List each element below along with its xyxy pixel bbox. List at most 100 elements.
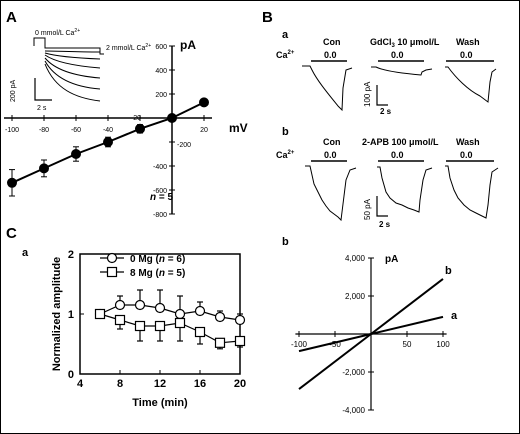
inset-label-0mmol: 0 mmol/L Ca2+ xyxy=(35,28,80,37)
x-tick-label-A: -100 xyxy=(5,127,19,134)
x-tick-label-Ca: 20 xyxy=(234,378,246,390)
x-tick-label-A: -60 xyxy=(71,127,81,134)
y-tick-label-Cb: -2,000 xyxy=(342,368,365,377)
cond3-Bb: Wash xyxy=(456,137,480,147)
cond2-Ba: GdCl3 10 μmol/L xyxy=(370,37,440,49)
ca-label-Bb: Ca2+ xyxy=(276,150,295,160)
cond2-val-Ba: 0.0 xyxy=(391,50,404,60)
origin-label-A: -20 xyxy=(131,115,141,122)
cond2-Bb: 2-APB 100 μmol/L xyxy=(362,137,439,147)
scale-x-Ba: 2 s xyxy=(380,107,392,116)
data-point-A xyxy=(71,149,81,159)
y-unit-A: pA xyxy=(180,38,196,52)
cond1-Bb: Con xyxy=(323,137,341,147)
x-tick-label-Ca: 8 xyxy=(117,378,123,390)
data-point-A xyxy=(135,123,145,134)
data-point-circle-Ca xyxy=(154,302,166,314)
legend-Ca: 0 Mg (n = 6) 8 Mg (n = 5) xyxy=(100,252,185,279)
data-point-A xyxy=(103,137,113,147)
data-point-square-Ca xyxy=(174,317,186,329)
data-point-circle-Ca xyxy=(174,308,186,320)
x-tick-label-A: 20 xyxy=(200,127,208,134)
cond1-val-Bb: 0.0 xyxy=(324,150,337,160)
data-point-circle-Ca xyxy=(114,299,126,311)
panel-label-Bb: b xyxy=(282,126,289,138)
x-tick-label-Cb: -100 xyxy=(291,340,308,349)
curve-label-b-Cb: b xyxy=(445,265,452,277)
y-tick-label-Ca: 0 xyxy=(68,369,74,381)
scale-bar-A xyxy=(34,78,52,101)
cond3-Ba: Wash xyxy=(456,37,480,47)
y-unit-Cb: pA xyxy=(385,254,398,265)
data-point-A xyxy=(199,97,209,108)
panel-label-Cb: b xyxy=(282,236,289,248)
panel-label-A: A xyxy=(6,9,17,26)
cond1-Ba: Con xyxy=(323,37,341,47)
data-point-circle-Ca xyxy=(214,311,226,323)
panel-label-Ca: a xyxy=(22,247,29,259)
traces-Bb xyxy=(305,165,499,222)
scale-y-A: 200 pA xyxy=(10,79,17,102)
y-tick-label-Cb: 2,000 xyxy=(345,292,366,301)
y-tick-label-Cb: 4,000 xyxy=(345,254,366,263)
x-tick-label-Ca: 16 xyxy=(194,378,206,390)
scale-bar-Ba xyxy=(376,85,388,106)
data-point-square-Ca xyxy=(234,335,246,347)
x-tick-label-Cb: 100 xyxy=(436,340,450,349)
legend-marker-0mg xyxy=(106,252,118,264)
scale-bar-Bb xyxy=(376,196,388,217)
legend-label-0mg: 0 Mg (n = 6) xyxy=(130,254,185,265)
curve-b-Cb xyxy=(298,278,444,390)
data-point-A xyxy=(39,163,49,174)
scale-x-A: 2 s xyxy=(37,105,47,112)
y-axis-label-Ca: Normalized amplitude xyxy=(51,257,63,371)
x-unit-A: mV xyxy=(229,121,248,135)
y-tick-label-A: -400 xyxy=(153,164,167,171)
legend-marker-8mg xyxy=(106,266,118,278)
scale-y-Bb: 50 pA xyxy=(363,198,372,220)
data-point-circle-Ca xyxy=(194,305,206,317)
scale-x-Bb: 2 s xyxy=(379,220,391,229)
iv-plot-Cb: 4,000 2,000 -2,000 -4,000 -100 -50 50 100 pA a b xyxy=(291,254,458,415)
data-point-circle-Ca xyxy=(234,314,246,326)
traces-Ba xyxy=(302,65,497,112)
y-tick-label-A: -600 xyxy=(153,188,167,195)
n-label-A: n = 5 xyxy=(150,192,174,203)
cond2-val-Bb: 0.0 xyxy=(391,150,404,160)
cond1-val-Ba: 0.0 xyxy=(324,50,337,60)
data-point-square-Ca xyxy=(154,320,166,332)
inset-label-2mmol: 2 mmol/L Ca2+ xyxy=(106,43,151,52)
panel-label-C: C xyxy=(6,225,17,242)
data-point-circle-Ca xyxy=(134,299,146,311)
data-point-square-Ca xyxy=(214,337,226,348)
inset-protocol xyxy=(33,37,104,55)
y-tick-label-A: -800 xyxy=(153,212,167,219)
ca-label-Ba: Ca2+ xyxy=(276,50,295,60)
inset-current-traces xyxy=(44,50,101,102)
data-point-square-Ca xyxy=(134,320,146,332)
scale-y-Ba: 100 pA xyxy=(363,81,372,107)
x-tick-label-A: -80 xyxy=(39,127,49,134)
x-tick-label-Ca: 12 xyxy=(154,378,166,390)
y-tick-label-A: 600 xyxy=(155,44,167,51)
x-tick-label-Ca: 4 xyxy=(77,378,84,390)
x-tick-label-Cb: 50 xyxy=(403,340,412,349)
y-tick-label-Ca: 2 xyxy=(68,249,74,261)
iv-plot-A: 600 400 200 -400 -600 -800 -100 -80 -60 -40 -20 20 xyxy=(4,44,212,219)
x-axis-label-Ca: Time (min) xyxy=(132,397,188,409)
data-point-square-Ca xyxy=(194,326,206,338)
curve-label-a-Cb: a xyxy=(451,310,458,322)
panel-label-Ba: a xyxy=(282,29,289,41)
y-tick-label-Ca: 1 xyxy=(68,309,74,321)
x-tick-label-Cb: -50 xyxy=(329,340,341,349)
cond3-val-Ba: 0.0 xyxy=(460,50,473,60)
data-point-A xyxy=(7,177,17,188)
y-tick-label-A: 200 xyxy=(155,92,167,99)
cond3-val-Bb: 0.0 xyxy=(460,150,473,160)
x-tick-label-A: -40 xyxy=(103,127,113,134)
y-tick-A-neg200-side: -200 xyxy=(177,142,191,149)
y-tick-label-Cb: -4,000 xyxy=(342,406,365,415)
y-tick-label-A: 400 xyxy=(155,68,167,75)
legend-label-8mg: 8 Mg (n = 5) xyxy=(130,268,185,279)
